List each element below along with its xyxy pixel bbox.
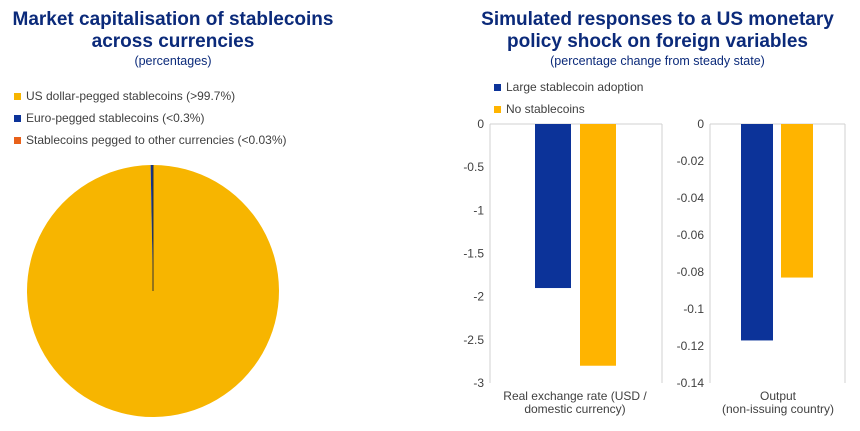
bar-chart-title: Simulated responses to a US monetary pol…: [481, 9, 834, 52]
y-tick-label: 0: [697, 117, 704, 131]
x-category-label: domestic currency): [524, 402, 625, 416]
x-category-label: (non-issuing country): [722, 402, 834, 416]
bar-legend-item-none: No stablecoins: [494, 98, 643, 120]
y-tick-label: -0.08: [677, 265, 705, 279]
y-tick-label: -0.5: [463, 160, 484, 174]
y-tick-label: -1: [473, 203, 484, 217]
pie-chart-title: Market capitalisation of stablecoins acr…: [12, 9, 334, 52]
legend-swatch-other: [14, 136, 21, 144]
bar-no-stablecoins: [781, 124, 813, 278]
pie-legend-item-other: Stablecoins pegged to other currencies (…: [14, 129, 287, 151]
bar-chart-subtitle: (percentage change from steady state): [550, 54, 765, 68]
pie-legend-item-usd: US dollar-pegged stablecoins (>99.7%): [14, 85, 287, 107]
legend-swatch-large: [494, 83, 501, 91]
x-category-label: Output: [760, 389, 797, 403]
pie-chart-subtitle: (percentages): [134, 54, 212, 68]
bar-legend-item-large: Large stablecoin adoption: [494, 76, 643, 98]
x-category-label: Real exchange rate (USD /: [503, 389, 647, 403]
pie-slice-usd: [26, 165, 279, 418]
pie-legend: US dollar-pegged stablecoins (>99.7%) Eu…: [14, 85, 287, 151]
y-tick-label: -0.14: [677, 376, 705, 390]
pie-legend-item-eur: Euro-pegged stablecoins (<0.3%): [14, 107, 287, 129]
y-tick-label: 0: [477, 117, 484, 131]
pie-legend-label-other: Stablecoins pegged to other currencies (…: [26, 133, 287, 147]
bar-large-stablecoin-adoption: [741, 124, 773, 341]
bar-legend-label-large: Large stablecoin adoption: [506, 80, 644, 94]
legend-swatch-usd: [14, 92, 21, 100]
y-tick-label: -2: [473, 290, 484, 304]
y-tick-label: -0.1: [683, 302, 704, 316]
y-tick-label: -3: [473, 376, 484, 390]
bar-no-stablecoins: [580, 124, 616, 366]
y-tick-label: -0.04: [677, 191, 705, 205]
pie-slice-eur: [150, 165, 153, 291]
legend-swatch-eur: [14, 114, 21, 122]
bar-large-stablecoin-adoption: [535, 124, 571, 289]
bar-legend-label-none: No stablecoins: [506, 102, 585, 116]
y-tick-label: -0.12: [677, 339, 705, 353]
pie-legend-label-usd: US dollar-pegged stablecoins (>99.7%): [26, 89, 236, 103]
pie-legend-label-eur: Euro-pegged stablecoins (<0.3%): [26, 111, 205, 125]
legend-swatch-none: [494, 105, 501, 113]
y-tick-label: -1.5: [463, 247, 484, 261]
y-tick-label: -0.06: [677, 228, 705, 242]
bar-legend: Large stablecoin adoption No stablecoins: [494, 76, 643, 120]
y-tick-label: -0.02: [677, 154, 705, 168]
y-tick-label: -2.5: [463, 333, 484, 347]
